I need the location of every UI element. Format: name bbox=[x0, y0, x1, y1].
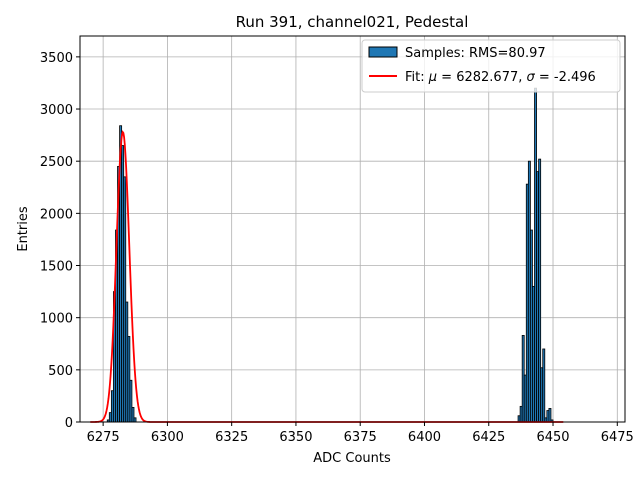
ticks-layer: 6275 6300 6325 6350 6375 6400 6425 6450 6475 0 500… bbox=[40, 51, 634, 445]
x-tick-label: 6475 bbox=[601, 430, 634, 445]
x-tick-label: 6375 bbox=[344, 430, 377, 445]
legend-samples-swatch bbox=[368, 46, 398, 58]
y-tick-label: 3500 bbox=[40, 51, 73, 66]
x-tick-label: 6275 bbox=[87, 430, 120, 445]
y-tick-label: 1000 bbox=[40, 312, 73, 327]
plot-frame bbox=[79, 35, 626, 423]
legend-fit-label: Fit: μ = 6282.677, σ = -2.496 bbox=[405, 70, 596, 85]
x-tick-label: 6425 bbox=[472, 430, 505, 445]
legend-box bbox=[361, 39, 621, 93]
x-tick-label: 6325 bbox=[215, 430, 248, 445]
legend: Samples: RMS=80.97 Fit: μ = 6282.677, σ … bbox=[361, 39, 621, 93]
histogram-bars bbox=[106, 87, 554, 423]
legend-samples-label: Samples: RMS=80.97 bbox=[405, 46, 546, 61]
histogram-bar bbox=[542, 348, 546, 423]
x-tick-label: 6450 bbox=[536, 430, 569, 445]
y-axis-label: Entries bbox=[16, 206, 31, 252]
x-axis-label: ADC Counts bbox=[313, 451, 391, 466]
x-tick-label: 6400 bbox=[408, 430, 441, 445]
y-tick-label: 0 bbox=[65, 416, 73, 431]
y-tick-label: 1500 bbox=[40, 260, 73, 275]
y-tick-label: 500 bbox=[48, 364, 73, 379]
chart-title: Run 391, channel021, Pedestal bbox=[236, 13, 469, 31]
x-tick-label: 6350 bbox=[279, 430, 312, 445]
y-tick-label: 3000 bbox=[40, 103, 73, 118]
histogram-bar bbox=[133, 417, 137, 423]
x-tick-label: 6300 bbox=[151, 430, 184, 445]
y-tick-label: 2500 bbox=[40, 155, 73, 170]
y-tick-label: 2000 bbox=[40, 207, 73, 222]
